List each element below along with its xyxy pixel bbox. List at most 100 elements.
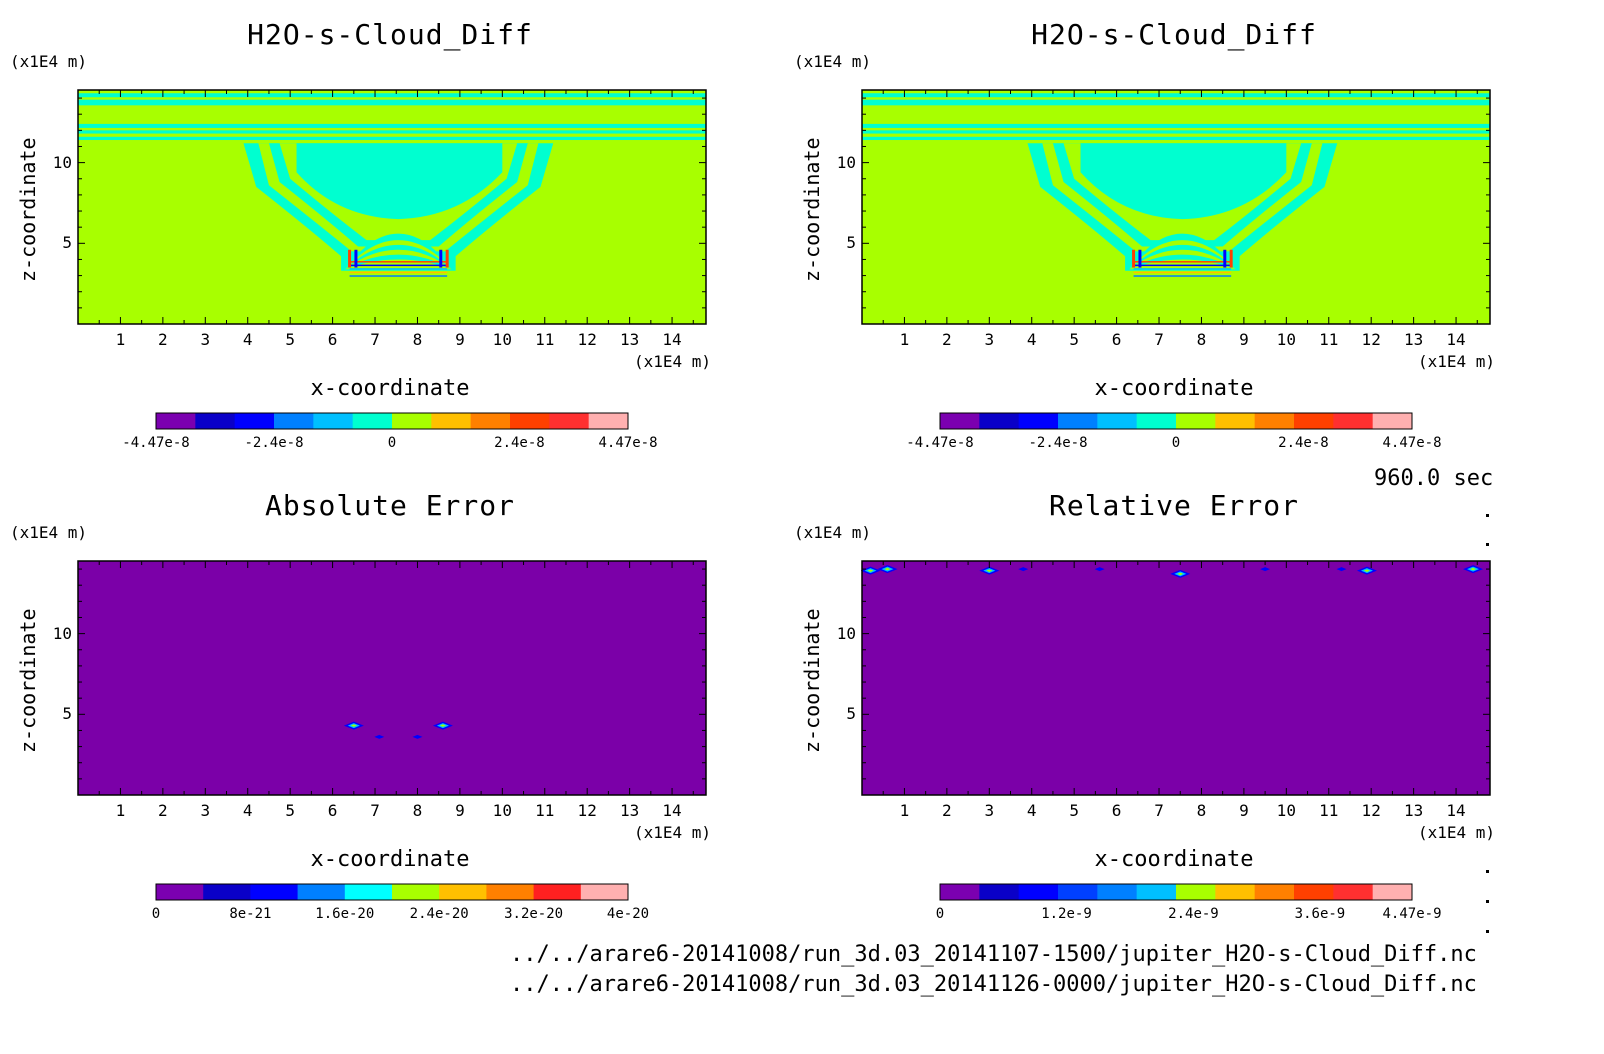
plot-frame: [861, 560, 1491, 796]
colorbar-swatch: [1097, 413, 1138, 429]
anomaly-line: [1133, 275, 1232, 277]
colorbar-swatch: [1333, 884, 1374, 900]
colorbar-frame: [939, 883, 1413, 901]
colorbar-label: 2.4e-8: [494, 435, 545, 451]
x-tick-label: 2: [942, 801, 952, 820]
chart-title: Absolute Error: [264, 489, 515, 522]
x-tick-label: 9: [455, 330, 465, 349]
colorbar-swatch: [392, 413, 432, 429]
error-hotspot: [412, 734, 423, 739]
x-tick-label: 2: [158, 801, 168, 820]
x-tick-label: 14: [662, 330, 682, 349]
marker-dot: [1486, 900, 1489, 903]
panel-top-left: H2O-s-Cloud_Diff (x1E4 m) z-coordinate x-co…: [0, 0, 780, 500]
x-tick-label: 3: [200, 330, 211, 349]
colorbar-label: 4.47e-8: [598, 435, 658, 451]
colorbar-swatch: [486, 884, 535, 900]
stripe: [862, 130, 1490, 134]
colorbar-label: 2.4e-9: [1168, 906, 1219, 922]
colorbar-swatch: [313, 413, 354, 429]
plot-area: [861, 560, 1491, 796]
x-tick-label: 8: [1196, 330, 1207, 349]
panel-top-right: H2O-s-Cloud_Diff (x1E4 m) z-coordinate x-co…: [784, 0, 1564, 500]
colorbar-label: 3.6e-9: [1294, 906, 1346, 922]
x-axis-label: x-coordinate: [310, 376, 470, 401]
chart-title: H2O-s-Cloud_Diff: [1031, 18, 1317, 51]
footer-path-2: ../../arare6-20141008/run_3d.03_20141126…: [510, 972, 1477, 997]
stripe: [78, 123, 706, 128]
x-unit-label: (x1E4 m): [634, 823, 712, 842]
colorbar-swatch: [431, 413, 472, 429]
y-unit-label: (x1E4 m): [10, 523, 88, 542]
colorbar-swatch: [234, 413, 275, 429]
x-tick-label: 10: [492, 330, 512, 349]
colorbar-swatch: [979, 884, 1020, 900]
colorbar-swatch: [274, 413, 314, 429]
error-hotspot: [1260, 567, 1271, 572]
x-tick-label: 6: [1111, 330, 1122, 349]
x-tick-label: 10: [1276, 801, 1296, 820]
marker-dot: [1486, 514, 1489, 517]
colorbar-swatch: [1372, 413, 1413, 429]
x-tick-label: 10: [492, 801, 512, 820]
plot-frame: [77, 89, 707, 325]
colorbar: [939, 412, 1413, 430]
marker-dot: [1486, 543, 1489, 546]
colorbar-frame: [939, 412, 1413, 430]
x-tick-label: 7: [370, 801, 380, 820]
anomaly-line: [349, 271, 448, 274]
colorbar-swatch: [1058, 413, 1098, 429]
colorbar-swatch: [297, 884, 346, 900]
colorbar-swatch: [1136, 413, 1177, 429]
x-tick-label: 10: [1276, 330, 1296, 349]
error-hotspot: [1094, 567, 1105, 572]
colorbar-swatch: [1372, 884, 1413, 900]
colorbar: [155, 412, 629, 430]
x-tick-label: 14: [662, 801, 682, 820]
x-tick-label: 6: [327, 801, 338, 820]
colorbar-swatch: [1333, 413, 1374, 429]
y-axis-label: z-coordinate: [16, 608, 40, 754]
anomaly-spike: [354, 249, 358, 268]
plot-area: [77, 89, 707, 325]
colorbar-label: 4e-20: [606, 906, 650, 922]
colorbar-swatch: [195, 413, 236, 429]
colorbar-swatch: [580, 884, 629, 900]
colorbar-swatch: [1215, 413, 1256, 429]
x-tick-label: 3: [984, 330, 995, 349]
colorbar-label: -2.4e-8: [244, 435, 304, 451]
chart-title: Relative Error: [1048, 489, 1299, 522]
error-hotspot: [1336, 567, 1347, 572]
field-background: [78, 561, 706, 795]
x-tick-label: 5: [285, 330, 295, 349]
cloud-bowl: [296, 143, 503, 220]
anomaly-line: [349, 275, 448, 277]
colorbar-swatch: [392, 884, 440, 900]
colorbar: [155, 883, 629, 901]
x-tick-label: 11: [535, 330, 555, 349]
y-tick-label: 5: [62, 233, 72, 253]
colorbar-swatch: [250, 884, 299, 900]
colorbar-label: 0: [151, 906, 161, 922]
anomaly-line: [1133, 261, 1232, 263]
colorbar-label: 8e-21: [229, 906, 272, 922]
y-axis-label: z-coordinate: [16, 137, 40, 283]
x-tick-label: 4: [242, 330, 253, 349]
y-tick-label: 10: [52, 623, 72, 643]
x-tick-label: 2: [942, 330, 952, 349]
anomaly-spike: [1223, 249, 1227, 268]
stripe: [862, 99, 1490, 106]
x-tick-label: 9: [455, 801, 465, 820]
x-tick-label: 8: [1196, 801, 1207, 820]
colorbar-frame: [155, 883, 629, 901]
x-tick-label: 5: [285, 801, 295, 820]
x-tick-label: 3: [200, 801, 211, 820]
colorbar-swatch: [549, 413, 590, 429]
x-tick-label: 12: [577, 801, 597, 820]
x-axis-label: x-coordinate: [1094, 847, 1254, 872]
colorbar-swatch: [1176, 413, 1216, 429]
colorbar-label: 4.47e-9: [1382, 906, 1442, 922]
x-tick-label: 1: [115, 330, 126, 349]
stripe: [78, 99, 706, 106]
colorbar-swatch: [470, 413, 511, 429]
